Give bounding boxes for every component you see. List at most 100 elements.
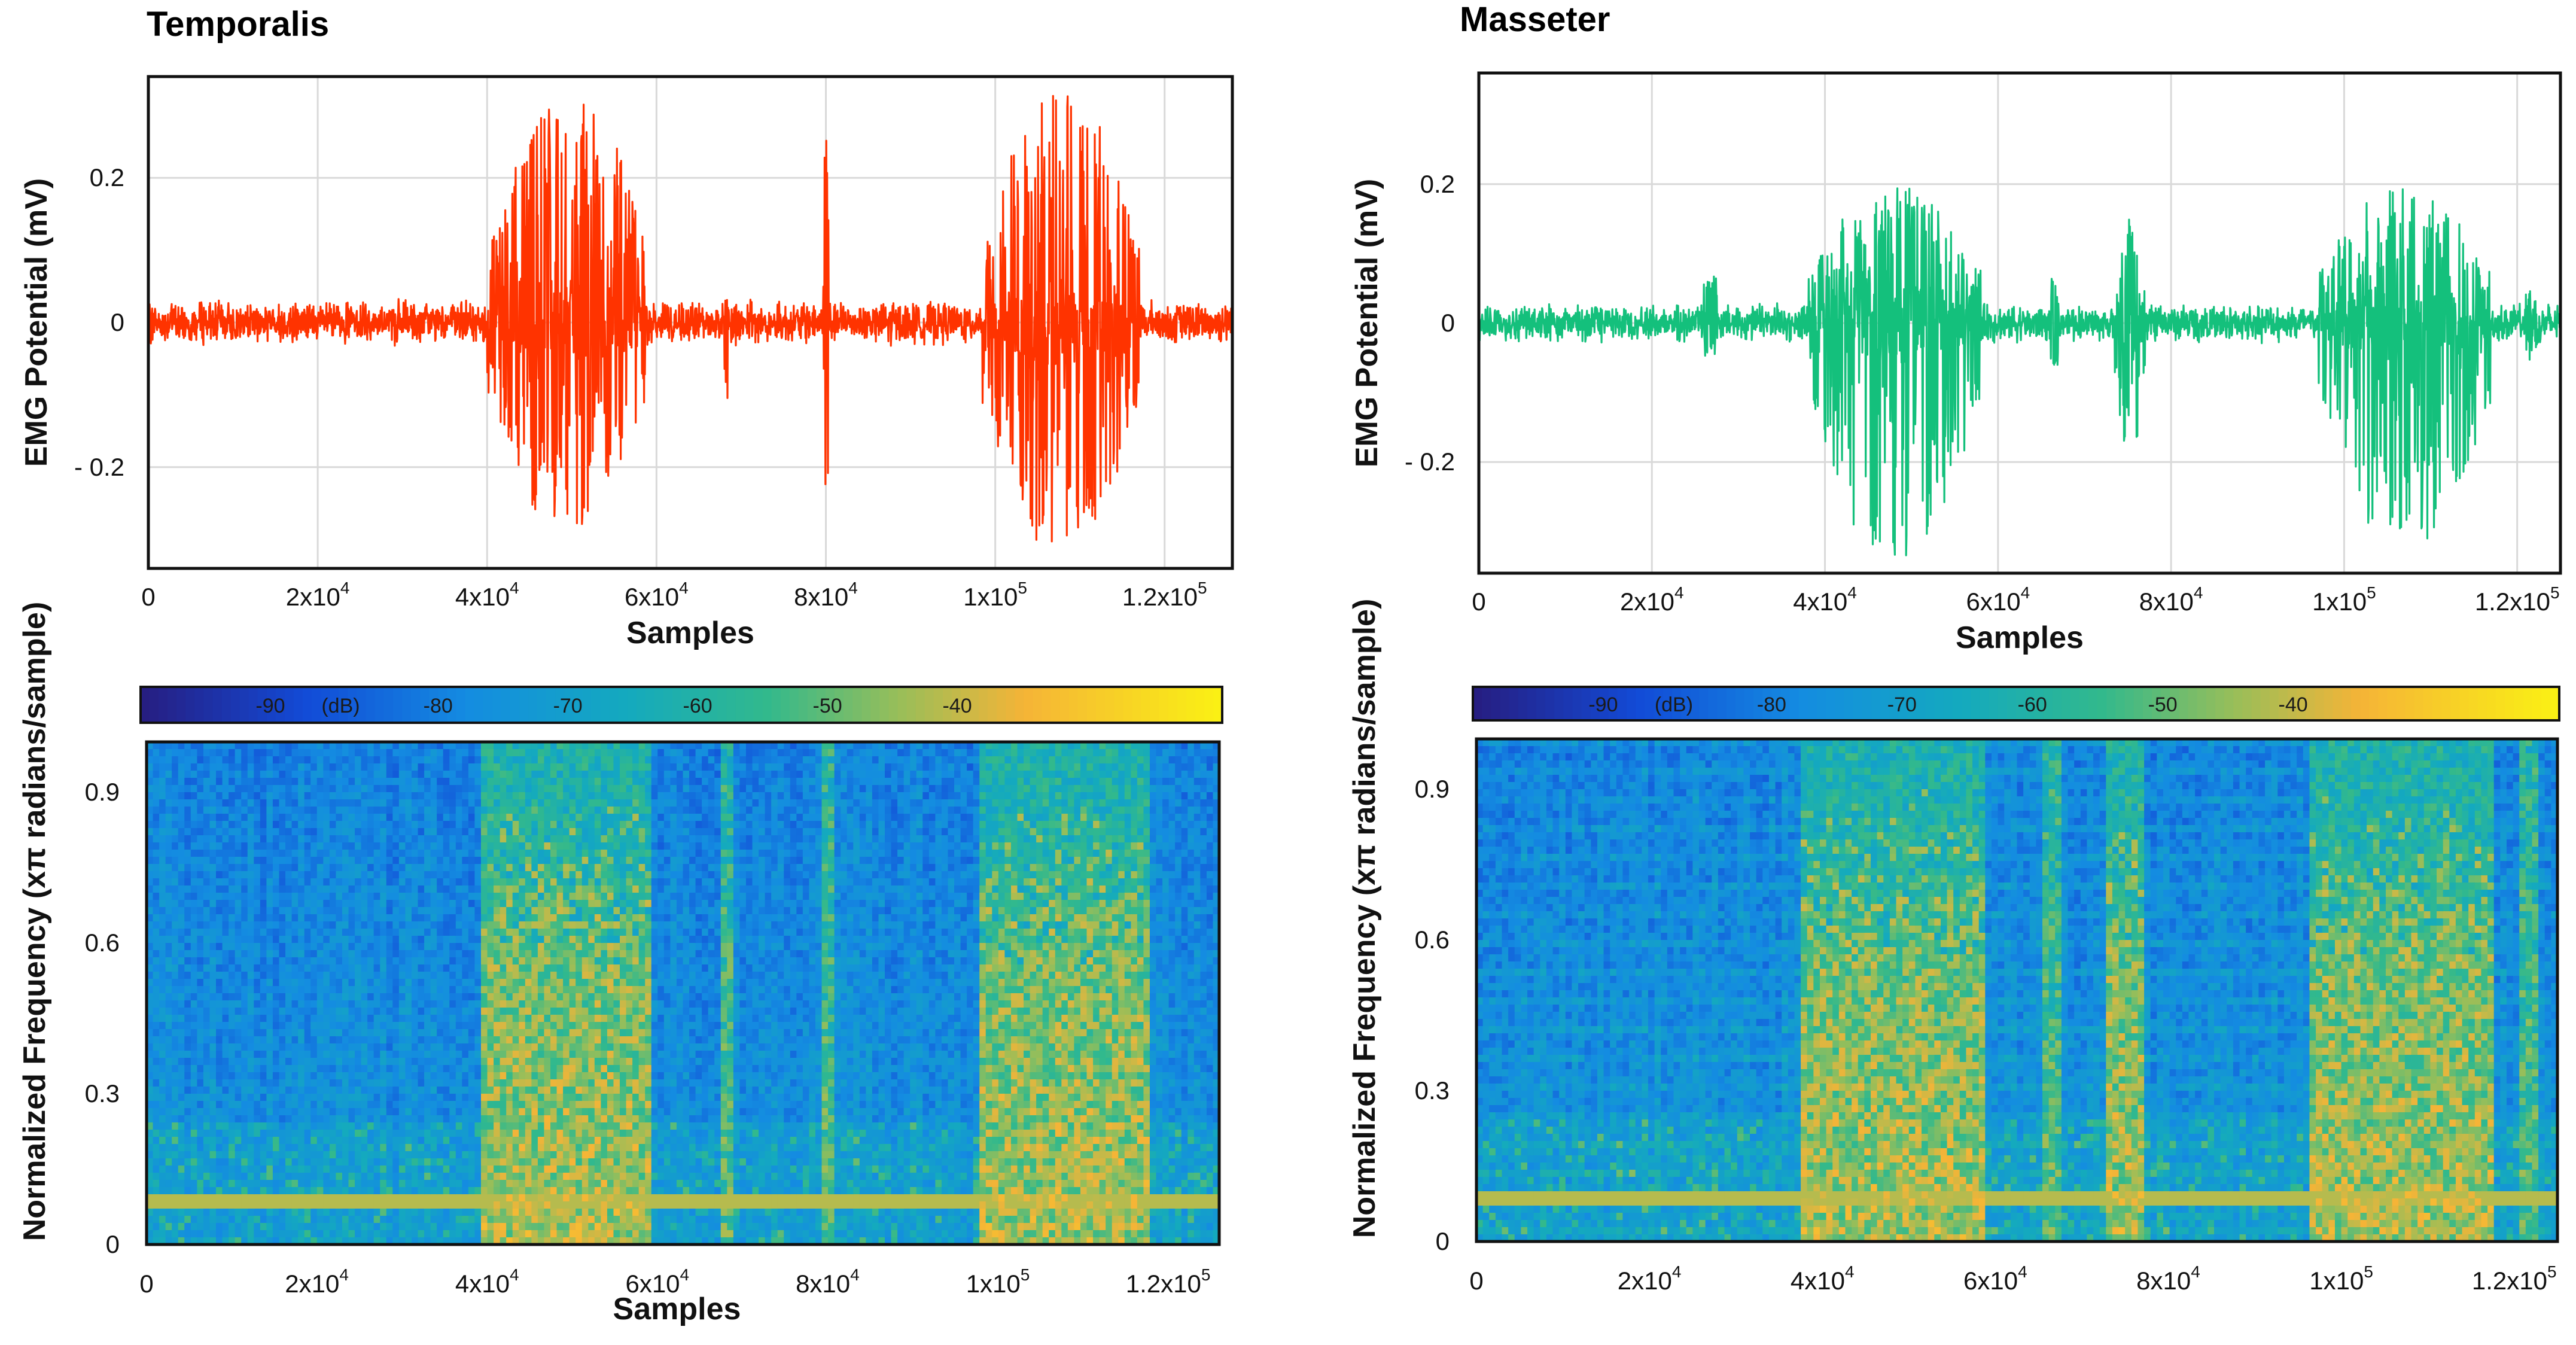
heatmap-cell <box>184 1000 191 1008</box>
heatmap-cell <box>229 799 235 807</box>
heatmap-cell <box>317 950 324 958</box>
heatmap-cell <box>380 814 386 821</box>
heatmap-cell <box>197 771 203 778</box>
heatmap-cell <box>216 1065 223 1073</box>
heatmap-cell <box>305 885 311 893</box>
heatmap-cell <box>336 1065 342 1073</box>
heatmap-cell <box>191 907 197 915</box>
heatmap-cell <box>191 857 197 865</box>
heatmap-cell <box>203 1008 210 1015</box>
colorbar-cell <box>979 687 988 723</box>
heatmap-cell <box>178 1072 185 1080</box>
heatmap-cell <box>184 1022 191 1030</box>
colorbar-cell <box>465 687 474 723</box>
x-tick-exponent: 4 <box>848 579 858 597</box>
y-tick-label: - 0.2 <box>1405 448 1455 476</box>
heatmap-cell <box>254 850 260 857</box>
heatmap-cell <box>184 972 191 979</box>
heatmap-cell <box>386 835 393 843</box>
colorbar-cell <box>213 687 223 723</box>
heatmap-cell <box>209 878 216 886</box>
heatmap-cell <box>241 885 248 893</box>
heatmap-cell <box>209 842 216 850</box>
heatmap-cell <box>310 1008 317 1015</box>
heatmap-cell <box>361 763 368 771</box>
heatmap-cell <box>305 857 311 865</box>
heatmap-cell <box>285 957 292 965</box>
heatmap-cell <box>216 799 223 807</box>
heatmap-cell <box>374 1201 380 1209</box>
heatmap-cell <box>266 957 273 965</box>
heatmap-cell <box>229 1151 235 1159</box>
heatmap-cell <box>209 1094 216 1101</box>
heatmap-cell <box>254 1158 260 1166</box>
heatmap-cell <box>355 1137 361 1145</box>
heatmap-cell <box>305 1187 311 1195</box>
heatmap-cell <box>349 835 355 843</box>
heatmap-cell <box>266 1015 273 1023</box>
heatmap-cell <box>342 799 349 807</box>
heatmap-cell <box>166 1058 172 1066</box>
heatmap-cell <box>298 842 305 850</box>
heatmap-cell <box>380 835 386 843</box>
heatmap-cell <box>184 1166 191 1173</box>
heatmap-cell <box>203 1108 210 1116</box>
heatmap-cell <box>336 950 342 958</box>
heatmap-cell <box>241 771 248 778</box>
heatmap-cell <box>374 821 380 829</box>
heatmap-cell <box>380 1194 386 1202</box>
heatmap-cell <box>223 900 229 908</box>
heatmap-cell <box>248 778 254 786</box>
heatmap-cell <box>374 785 380 793</box>
heatmap-cell <box>203 964 210 972</box>
heatmap-cell <box>273 828 279 836</box>
heatmap-cell <box>342 878 349 886</box>
heatmap-cell <box>197 1043 203 1051</box>
heatmap-cell <box>380 1158 386 1166</box>
colorbar-cell <box>492 687 502 723</box>
heatmap-cell <box>166 1036 172 1044</box>
heatmap-cell <box>361 1115 368 1123</box>
heatmap-cell <box>330 1194 336 1202</box>
x-tick-exponent: 4 <box>340 579 350 597</box>
heatmap-cell <box>330 878 336 886</box>
heatmap-cell <box>248 814 254 821</box>
colorbar-cell <box>285 687 294 723</box>
heatmap-cell <box>330 778 336 786</box>
heatmap-cell <box>260 1079 267 1087</box>
heatmap-cell <box>197 1201 203 1209</box>
heatmap-cell <box>279 1216 285 1224</box>
heatmap-cell <box>336 1079 342 1087</box>
heatmap-cell <box>166 1072 172 1080</box>
heatmap-cell <box>342 1223 349 1231</box>
heatmap-cell <box>153 1008 160 1015</box>
heatmap-cell <box>386 1036 393 1044</box>
heatmap-cell <box>273 986 279 994</box>
heatmap-cell <box>159 1008 166 1015</box>
x-tick-label: 1.2x105 <box>2475 583 2560 616</box>
heatmap-cell <box>317 871 324 879</box>
heatmap-cell <box>285 1000 292 1008</box>
heatmap-cell <box>298 1051 305 1058</box>
heatmap-cell <box>298 1166 305 1173</box>
heatmap-cell <box>184 1194 191 1202</box>
heatmap-cell <box>248 1122 254 1130</box>
heatmap-cell <box>248 1180 254 1188</box>
heatmap-cell <box>153 1144 160 1152</box>
heatmap-cell <box>260 792 267 800</box>
heatmap-cell <box>260 1051 267 1058</box>
heatmap-cell <box>209 1137 216 1145</box>
heatmap-cell <box>361 1029 368 1037</box>
heatmap-cell <box>178 1209 185 1216</box>
heatmap-cell <box>197 749 203 757</box>
heatmap-cell <box>229 957 235 965</box>
heatmap-cell <box>349 842 355 850</box>
heatmap-cell <box>260 950 267 958</box>
heatmap-cell <box>266 900 273 908</box>
heatmap-cell <box>298 929 305 936</box>
heatmap-cell <box>248 771 254 778</box>
heatmap-cell <box>349 850 355 857</box>
heatmap-cell <box>153 814 160 821</box>
colorbar-cell <box>763 687 772 723</box>
heatmap-cell <box>392 814 399 821</box>
